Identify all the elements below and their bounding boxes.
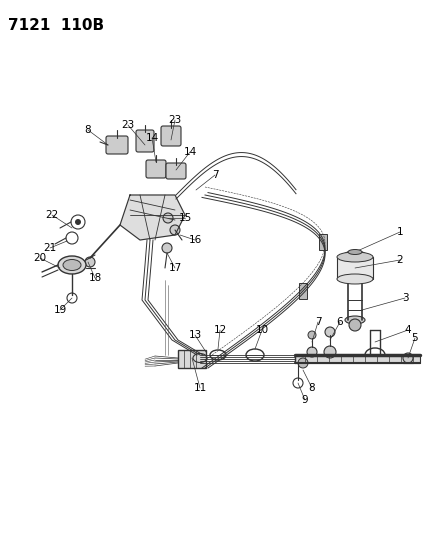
FancyBboxPatch shape <box>146 160 166 178</box>
Bar <box>295 355 420 363</box>
Bar <box>178 350 206 368</box>
FancyBboxPatch shape <box>136 130 154 152</box>
Ellipse shape <box>348 249 362 254</box>
FancyBboxPatch shape <box>161 126 181 146</box>
Bar <box>299 283 307 299</box>
Text: 17: 17 <box>168 263 181 273</box>
Text: 18: 18 <box>88 273 102 283</box>
Text: 11: 11 <box>193 383 207 393</box>
Text: 13: 13 <box>188 330 202 340</box>
Ellipse shape <box>63 260 81 271</box>
Text: 8: 8 <box>85 125 91 135</box>
Circle shape <box>85 257 95 267</box>
Text: 1: 1 <box>397 227 403 237</box>
Circle shape <box>170 225 180 235</box>
Circle shape <box>307 347 317 357</box>
Text: 5: 5 <box>412 333 418 343</box>
Text: 2: 2 <box>397 255 403 265</box>
Polygon shape <box>120 195 185 240</box>
Text: 14: 14 <box>183 147 196 157</box>
Text: 23: 23 <box>121 120 135 130</box>
Ellipse shape <box>58 256 86 274</box>
Circle shape <box>163 213 173 223</box>
Ellipse shape <box>337 274 373 284</box>
Circle shape <box>308 331 316 339</box>
Text: 7: 7 <box>315 317 321 327</box>
Text: 10: 10 <box>255 325 269 335</box>
Text: 19: 19 <box>53 305 66 315</box>
Text: 3: 3 <box>402 293 408 303</box>
Text: 22: 22 <box>45 210 59 220</box>
Ellipse shape <box>337 252 373 262</box>
Bar <box>319 235 327 251</box>
Bar <box>337 257 373 279</box>
Circle shape <box>298 358 308 368</box>
Text: 6: 6 <box>337 317 343 327</box>
FancyBboxPatch shape <box>166 163 186 179</box>
Ellipse shape <box>344 251 366 259</box>
Circle shape <box>75 219 81 225</box>
Circle shape <box>349 319 361 331</box>
Text: 9: 9 <box>302 395 308 405</box>
Ellipse shape <box>345 316 365 324</box>
FancyBboxPatch shape <box>106 136 128 154</box>
Text: 7121  110B: 7121 110B <box>8 18 104 33</box>
Text: 15: 15 <box>178 213 192 223</box>
Text: 12: 12 <box>213 325 227 335</box>
Text: 20: 20 <box>33 253 47 263</box>
Text: 7: 7 <box>211 170 218 180</box>
Text: 16: 16 <box>188 235 202 245</box>
Text: 8: 8 <box>309 383 315 393</box>
Circle shape <box>162 243 172 253</box>
Text: 4: 4 <box>405 325 411 335</box>
Circle shape <box>325 327 335 337</box>
Circle shape <box>324 346 336 358</box>
Text: 21: 21 <box>43 243 57 253</box>
Circle shape <box>403 353 413 363</box>
Text: 23: 23 <box>168 115 181 125</box>
Text: 14: 14 <box>145 133 159 143</box>
